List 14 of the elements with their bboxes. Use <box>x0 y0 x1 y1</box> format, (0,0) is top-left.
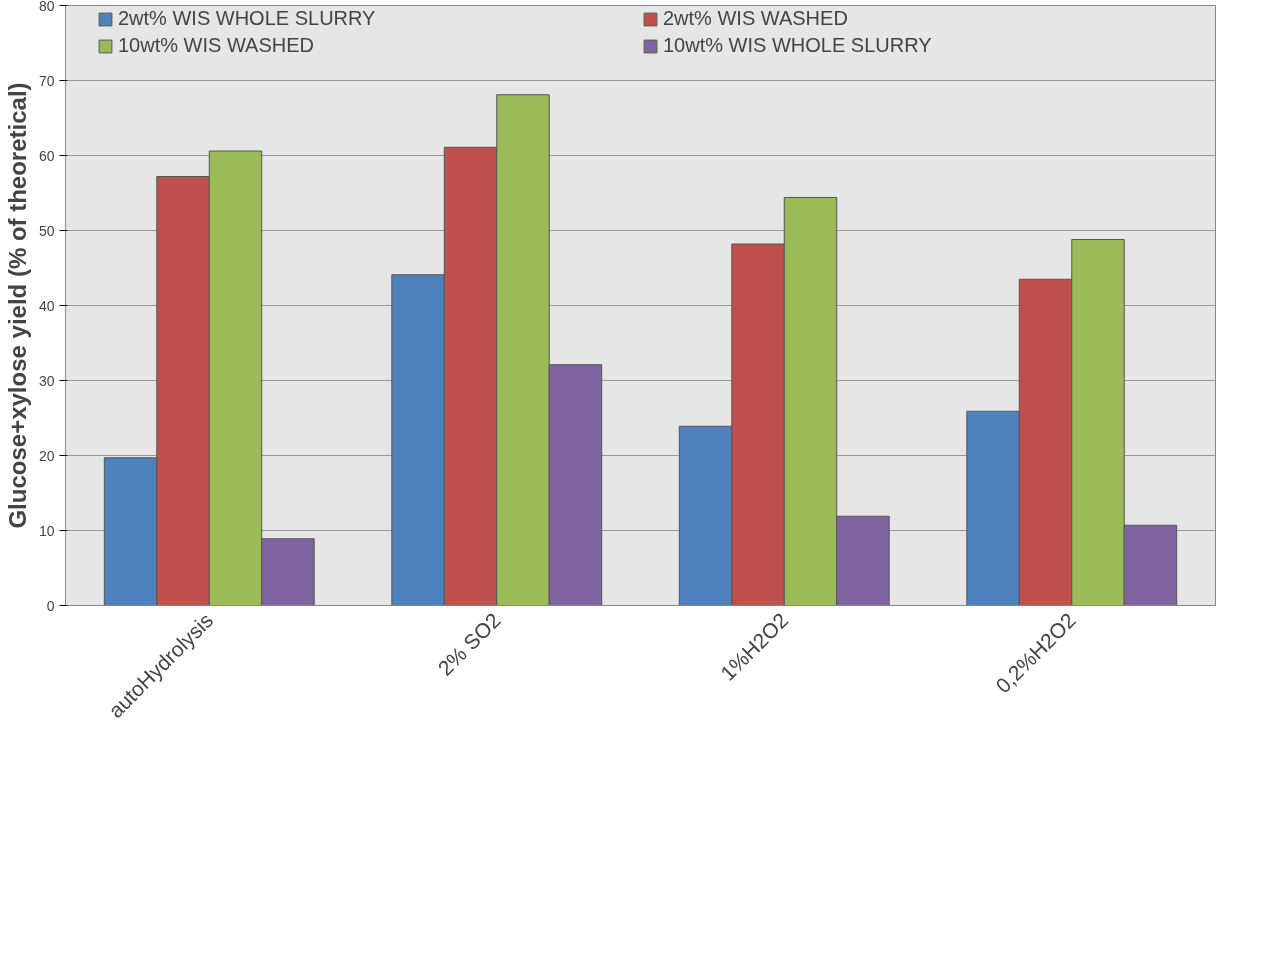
y-tick-label: 40 <box>38 297 55 314</box>
legend-label: 2wt% WIS WHOLE SLURRY <box>118 7 377 30</box>
y-tick-label: 0 <box>46 597 55 614</box>
legend-label: 2wt% WIS WASHED <box>663 7 849 30</box>
y-tick-label: 60 <box>38 147 55 164</box>
y-tick-label: 10 <box>38 522 55 539</box>
legend-label: 10wt% WIS WASHED <box>118 34 315 57</box>
y-tick-label: 50 <box>38 222 55 239</box>
y-tick-label: 30 <box>38 372 55 389</box>
y-tick-label: 70 <box>38 72 55 89</box>
y-tick-label: 80 <box>38 0 55 14</box>
y-axis-title: Glucose+xylose yield (% of theoretical) <box>3 82 31 529</box>
legend-label: 10wt% WIS WHOLE SLURRY <box>663 34 933 57</box>
y-tick-label: 20 <box>38 447 55 464</box>
